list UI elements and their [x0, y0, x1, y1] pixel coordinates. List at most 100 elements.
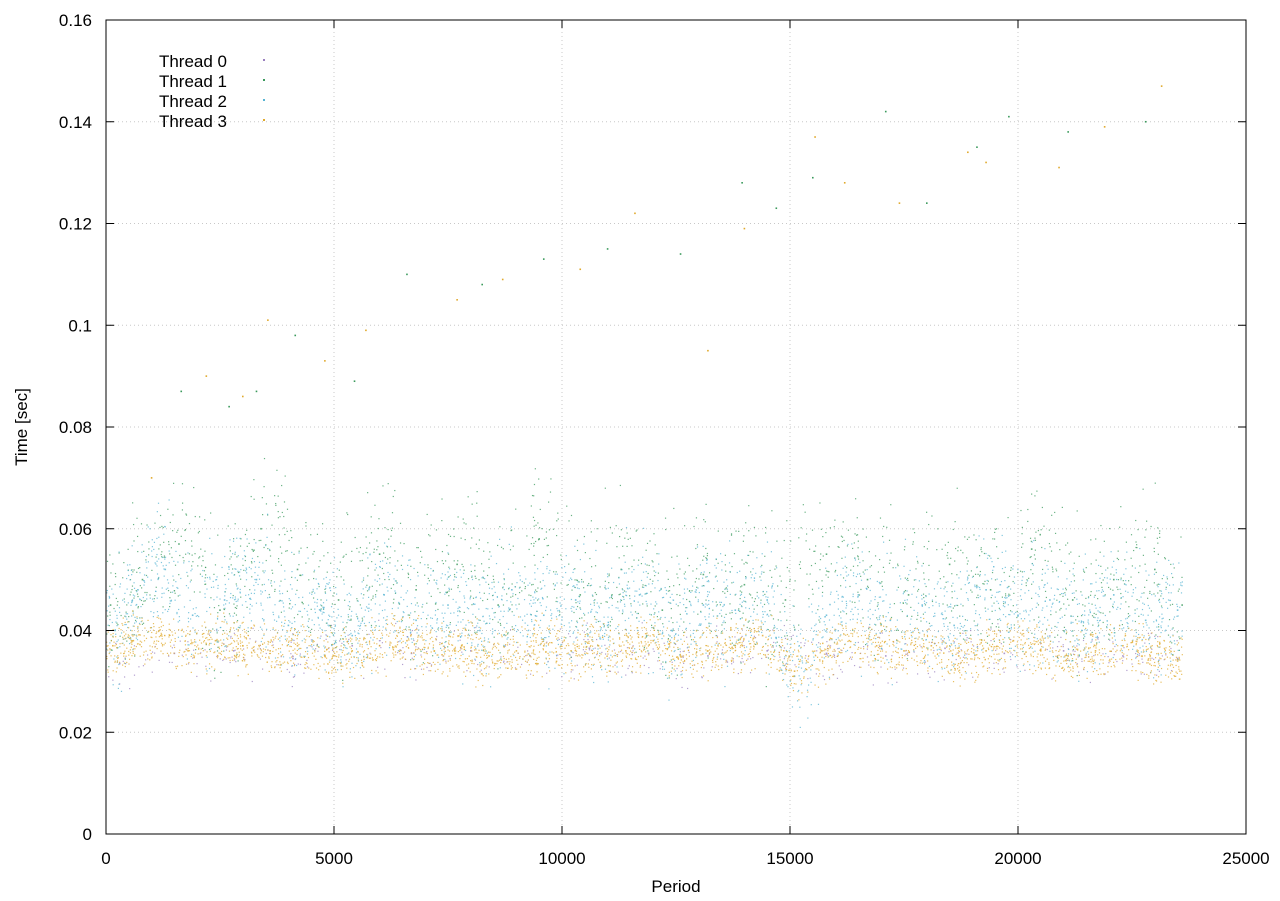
data-point — [323, 645, 324, 646]
data-point — [342, 686, 343, 687]
data-point — [754, 601, 755, 602]
data-point — [606, 543, 607, 544]
data-point — [683, 598, 684, 599]
data-point — [792, 660, 793, 661]
data-point — [228, 569, 229, 570]
data-point — [420, 654, 421, 655]
data-point — [939, 649, 940, 650]
data-point — [860, 620, 861, 621]
data-point — [545, 610, 546, 611]
data-point — [725, 571, 726, 572]
data-point — [231, 572, 232, 573]
data-point — [411, 603, 412, 604]
data-point — [148, 548, 149, 549]
data-point — [537, 522, 538, 523]
data-point — [748, 505, 749, 506]
data-point — [295, 658, 296, 659]
data-point — [626, 595, 627, 596]
data-point — [787, 567, 788, 568]
data-point — [383, 626, 384, 627]
data-point — [1118, 579, 1119, 580]
data-point — [815, 563, 816, 564]
data-point — [320, 604, 321, 605]
data-point — [812, 530, 813, 531]
data-point — [596, 622, 597, 623]
data-point — [743, 641, 744, 642]
data-point — [624, 590, 625, 591]
data-point — [877, 660, 878, 661]
data-point — [1170, 564, 1171, 565]
data-point — [329, 579, 330, 580]
data-point — [577, 665, 578, 666]
data-point — [509, 609, 510, 610]
data-point — [468, 578, 469, 579]
data-point — [416, 628, 417, 629]
data-point — [996, 626, 997, 627]
data-point — [750, 551, 751, 552]
data-point — [635, 652, 636, 653]
data-point — [274, 589, 275, 590]
data-point — [1096, 642, 1097, 643]
data-point — [1002, 597, 1003, 598]
data-point — [191, 565, 192, 566]
data-point — [733, 582, 734, 583]
data-point — [289, 598, 290, 599]
data-point — [794, 664, 795, 665]
data-point — [546, 566, 547, 567]
data-point — [1172, 629, 1173, 630]
data-point — [644, 647, 645, 648]
data-point — [779, 576, 780, 577]
data-point — [1030, 556, 1031, 557]
data-point — [934, 636, 935, 637]
data-point — [575, 637, 576, 638]
data-point — [146, 556, 147, 557]
data-point — [216, 576, 217, 577]
data-point — [360, 547, 361, 548]
data-point — [611, 597, 612, 598]
data-point — [1116, 609, 1117, 610]
data-point — [696, 643, 697, 644]
data-point — [1148, 633, 1149, 634]
data-point — [889, 607, 890, 608]
data-point — [410, 629, 411, 630]
data-point — [331, 616, 332, 617]
data-point — [889, 563, 890, 564]
data-point — [797, 700, 798, 701]
data-point — [397, 570, 398, 571]
data-point — [382, 560, 383, 561]
data-point — [552, 629, 553, 630]
data-point — [407, 565, 408, 566]
data-point — [386, 563, 387, 564]
data-point — [127, 613, 128, 614]
data-point — [1055, 533, 1056, 534]
data-point — [591, 585, 592, 586]
data-point — [173, 653, 174, 654]
data-point — [1137, 529, 1138, 530]
data-point — [554, 668, 555, 669]
data-point — [954, 560, 955, 561]
data-point — [488, 655, 490, 657]
data-point — [197, 565, 198, 566]
data-point — [400, 542, 401, 543]
data-point — [275, 657, 276, 658]
data-point — [1158, 660, 1159, 661]
data-point — [569, 580, 570, 581]
data-point — [247, 546, 248, 547]
data-point — [1020, 671, 1021, 672]
data-point — [595, 611, 596, 612]
data-point — [515, 509, 516, 510]
data-point — [543, 580, 544, 581]
data-point — [254, 499, 255, 500]
data-point — [449, 568, 450, 569]
data-point — [605, 488, 606, 489]
data-point — [847, 650, 848, 651]
data-point — [1162, 578, 1163, 579]
data-point — [395, 630, 396, 631]
data-point — [676, 594, 677, 595]
data-point — [654, 612, 655, 613]
data-point — [731, 663, 732, 664]
data-point — [771, 577, 772, 578]
data-point — [569, 626, 570, 627]
data-point — [312, 554, 313, 555]
data-point — [223, 639, 224, 640]
